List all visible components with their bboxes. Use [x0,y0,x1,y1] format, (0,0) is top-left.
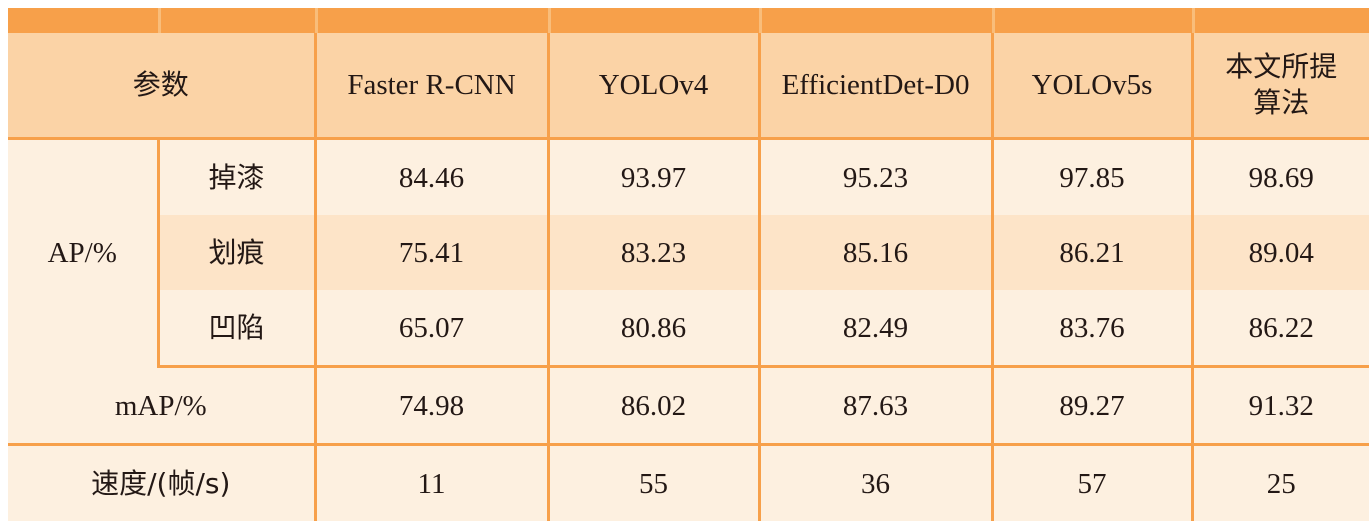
header-col-yolov4: YOLOv4 [546,33,760,140]
speed-label: 速度/(帧/s) [8,444,316,521]
header-col-faster-rcnn: Faster R-CNN [313,33,549,140]
table-row-speed: 速度/(帧/s) 11 55 36 57 25 [8,444,1370,521]
table-cell: 55 [546,444,760,521]
table-cell: 93.97 [546,138,760,215]
table-cell: 83.76 [990,290,1193,368]
header-param: 参数 [8,33,316,140]
comparison-table-container: 参数 Faster R-CNN YOLOv4 EfficientDet-D0 Y… [8,8,1370,521]
table-cell: 57 [990,444,1193,521]
table-cell: 86.02 [546,366,760,446]
table-cell: 82.49 [757,290,993,368]
table-cell: 86.22 [1190,290,1370,368]
ap-row-name: 凹陷 [156,290,316,368]
table-cell: 80.86 [546,290,760,368]
header-proposed-line1: 本文所提 [1225,50,1338,83]
table-row-map: mAP/% 74.98 86.02 87.63 89.27 91.32 [8,366,1370,446]
table-cell: 25 [1190,444,1370,521]
table-cell: 85.16 [757,215,993,290]
comparison-table: 参数 Faster R-CNN YOLOv4 EfficientDet-D0 Y… [8,33,1370,521]
table-row-ap-2: 凹陷 65.07 80.86 82.49 83.76 86.22 [8,290,1370,368]
header-col-proposed: 本文所提 算法 [1190,33,1370,140]
table-cell: 11 [313,444,549,521]
table-cell: 91.32 [1190,366,1370,446]
table-cell: 65.07 [313,290,549,368]
table-cell: 95.23 [757,138,993,215]
table-top-bar [8,8,1369,33]
table-cell: 87.63 [757,366,993,446]
table-cell: 89.27 [990,366,1193,446]
header-col-efficientdet: EfficientDet-D0 [757,33,993,140]
map-label: mAP/% [8,366,316,446]
ap-row-name: 掉漆 [156,138,316,215]
header-row: 参数 Faster R-CNN YOLOv4 EfficientDet-D0 Y… [8,33,1370,140]
table-cell: 97.85 [990,138,1193,215]
table-row-ap-1: 划痕 75.41 83.23 85.16 86.21 89.04 [8,215,1370,290]
table-cell: 98.69 [1190,138,1370,215]
ap-group-label: AP/% [8,138,158,367]
table-cell: 83.23 [546,215,760,290]
table-row-ap-0: AP/% 掉漆 84.46 93.97 95.23 97.85 98.69 [8,138,1370,367]
ap-row-name: 划痕 [156,215,316,290]
table-cell: 75.41 [313,215,549,290]
header-col-yolov5s: YOLOv5s [990,33,1193,140]
header-proposed-line2: 算法 [1253,86,1310,119]
table-cell: 84.46 [313,138,549,215]
table-cell: 86.21 [990,215,1193,290]
table-cell: 36 [757,444,993,521]
table-cell: 89.04 [1190,215,1370,290]
table-cell: 74.98 [313,366,549,446]
